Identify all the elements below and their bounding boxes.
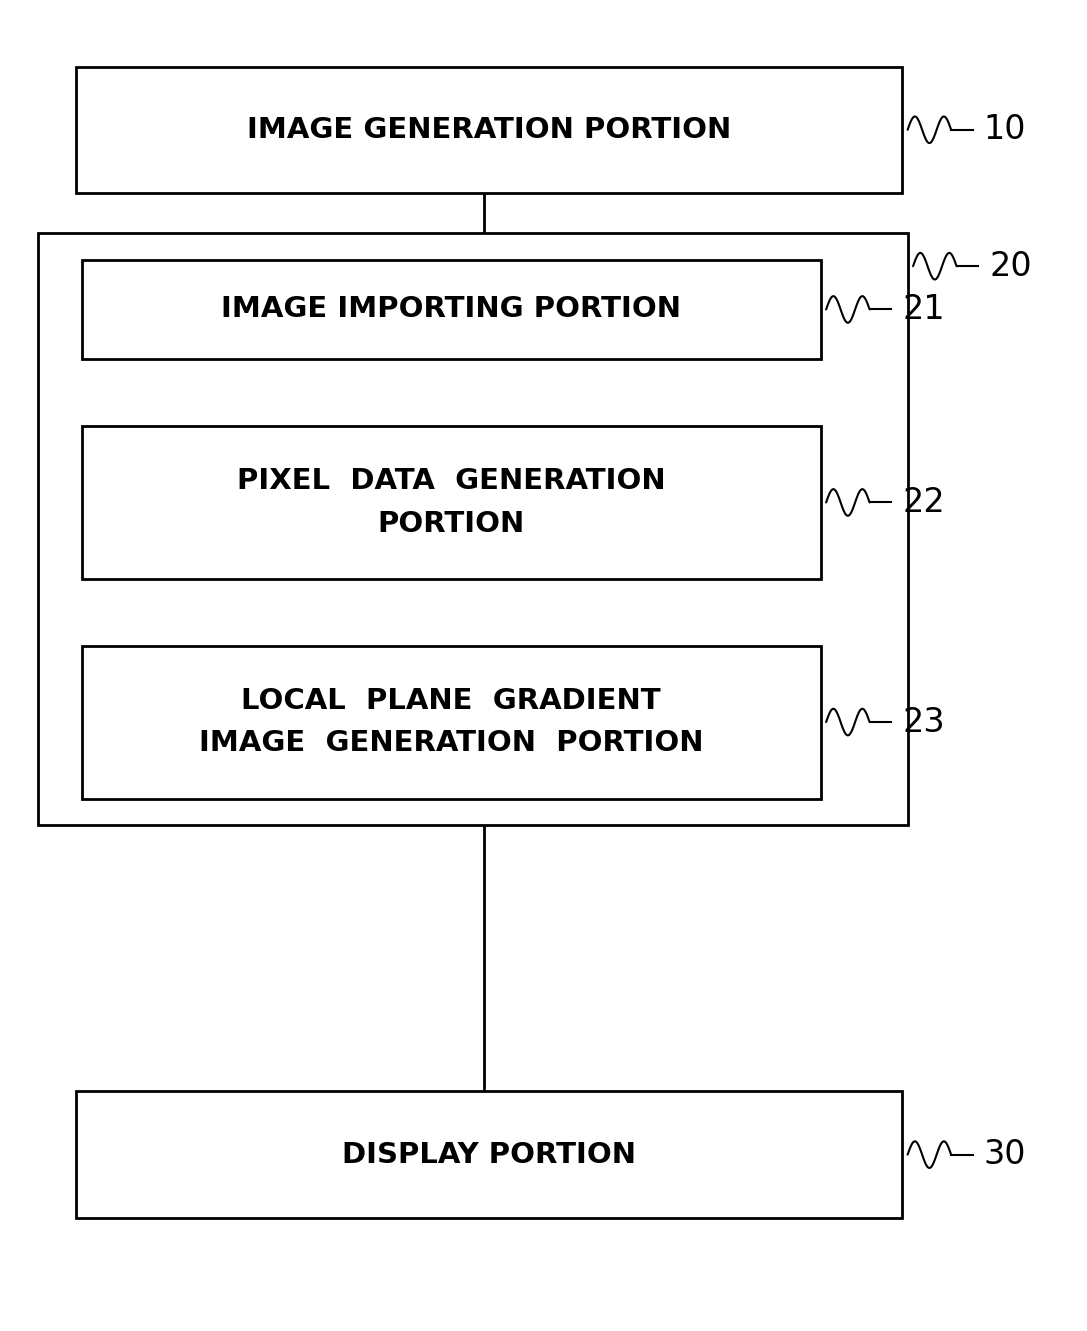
Text: PIXEL  DATA  GENERATION: PIXEL DATA GENERATION [237,467,665,495]
Text: 21: 21 [902,293,945,326]
Bar [82,646,821,799]
Text: 10: 10 [984,113,1026,146]
Text: 23: 23 [902,705,945,739]
Text: PORTION: PORTION [377,510,525,538]
Text: DISPLAY PORTION: DISPLAY PORTION [342,1141,636,1169]
Text: IMAGE IMPORTING PORTION: IMAGE IMPORTING PORTION [221,295,682,323]
Bar [76,1091,902,1218]
Bar [82,426,821,579]
Bar [76,67,902,193]
Bar [82,260,821,359]
Text: LOCAL  PLANE  GRADIENT: LOCAL PLANE GRADIENT [241,687,661,715]
Text: 22: 22 [902,486,945,519]
Text: IMAGE  GENERATION  PORTION: IMAGE GENERATION PORTION [199,729,703,757]
Text: IMAGE GENERATION PORTION: IMAGE GENERATION PORTION [247,116,732,144]
Bar [38,233,908,825]
Text: 20: 20 [989,250,1032,282]
Text: 30: 30 [984,1138,1026,1171]
